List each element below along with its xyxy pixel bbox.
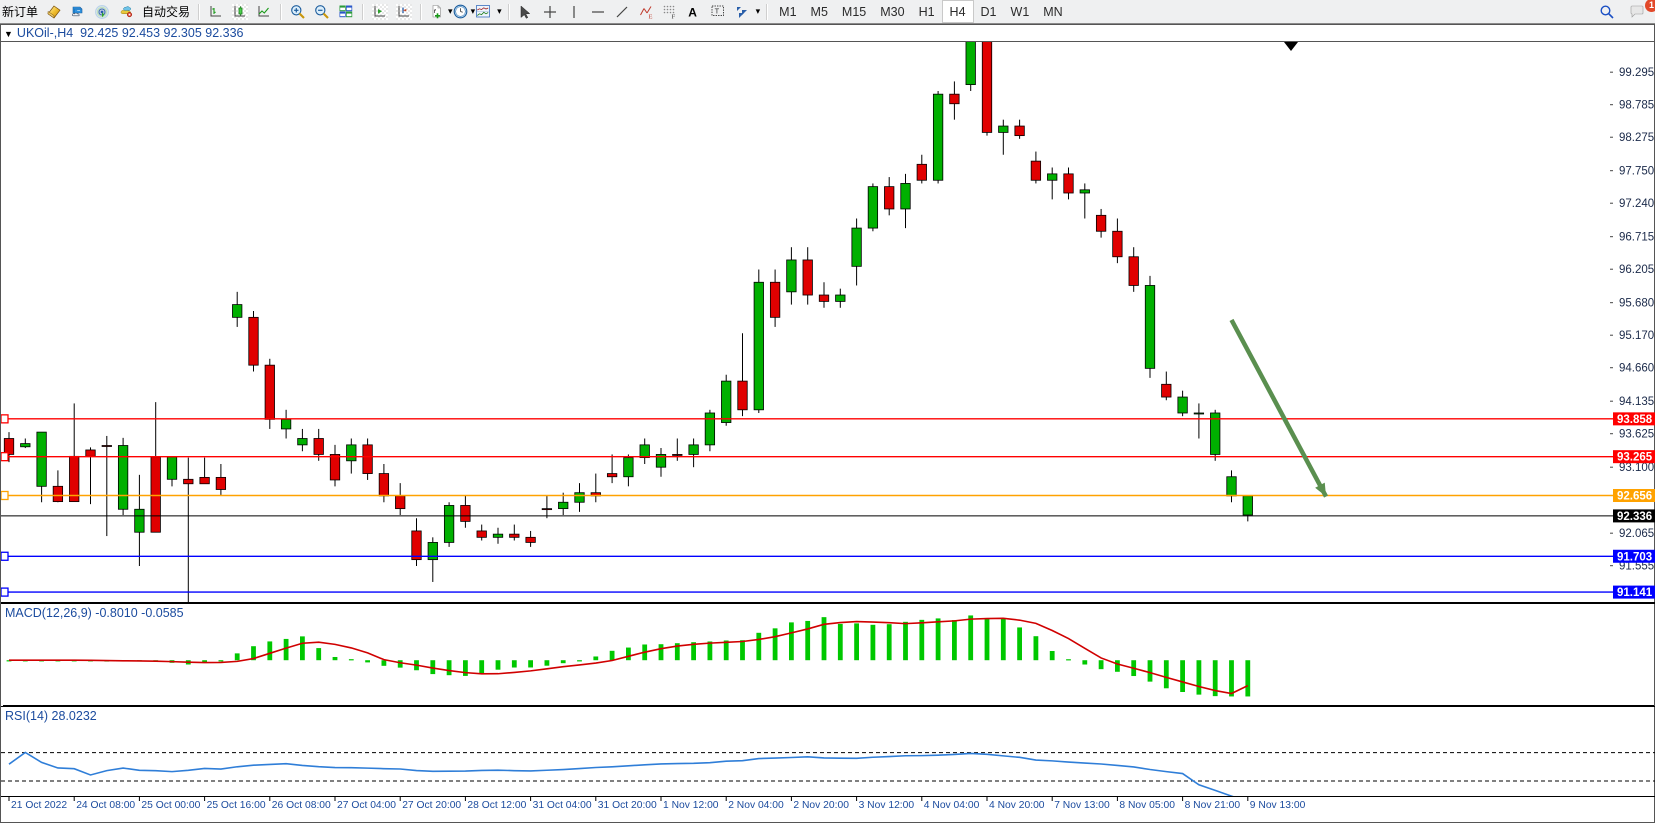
svg-text:96.715: 96.715 [1619, 232, 1654, 244]
svg-text:92.336: 92.336 [1617, 511, 1652, 523]
svg-text:28 Oct 12:00: 28 Oct 12:00 [467, 800, 526, 811]
svg-text:94.135: 94.135 [1619, 396, 1654, 408]
svg-text:3 Nov 12:00: 3 Nov 12:00 [859, 800, 915, 811]
svg-text:A: A [688, 5, 697, 19]
svg-text:27 Oct 04:00: 27 Oct 04:00 [337, 800, 396, 811]
svg-text:93.265: 93.265 [1617, 452, 1653, 464]
svg-text:91.141: 91.141 [1617, 587, 1653, 599]
svg-text:98.785: 98.785 [1619, 100, 1654, 112]
svg-text:93.858: 93.858 [1617, 414, 1653, 426]
svg-text:9 Nov 13:00: 9 Nov 13:00 [1250, 800, 1306, 811]
svg-text:31 Oct 20:00: 31 Oct 20:00 [598, 800, 657, 811]
svg-text:97.750: 97.750 [1619, 166, 1654, 178]
svg-text:97.240: 97.240 [1619, 198, 1654, 210]
svg-text:2 Nov 20:00: 2 Nov 20:00 [793, 800, 849, 811]
svg-text:93.100: 93.100 [1619, 462, 1654, 474]
svg-text:8 Nov 05:00: 8 Nov 05:00 [1119, 800, 1175, 811]
svg-text:91.703: 91.703 [1617, 551, 1652, 563]
svg-text:99.295: 99.295 [1619, 67, 1654, 79]
svg-text:1 Nov 12:00: 1 Nov 12:00 [663, 800, 719, 811]
svg-text:7 Nov 13:00: 7 Nov 13:00 [1054, 800, 1110, 811]
svg-text:95.170: 95.170 [1619, 330, 1654, 342]
svg-text:98.275: 98.275 [1619, 132, 1654, 144]
svg-text:96.205: 96.205 [1619, 264, 1654, 276]
svg-text:92.065: 92.065 [1619, 528, 1654, 540]
svg-text:95.680: 95.680 [1619, 298, 1654, 310]
svg-text:31 Oct 04:00: 31 Oct 04:00 [533, 800, 592, 811]
svg-text:92.656: 92.656 [1617, 490, 1652, 502]
svg-text:8 Nov 21:00: 8 Nov 21:00 [1185, 800, 1241, 811]
svg-text:25 Oct 16:00: 25 Oct 16:00 [207, 800, 266, 811]
svg-text:27 Oct 20:00: 27 Oct 20:00 [402, 800, 461, 811]
svg-text:24 Oct 08:00: 24 Oct 08:00 [76, 800, 135, 811]
svg-text:4 Nov 20:00: 4 Nov 20:00 [989, 800, 1045, 811]
svg-text:26 Oct 08:00: 26 Oct 08:00 [272, 800, 331, 811]
svg-text:25 Oct 00:00: 25 Oct 00:00 [141, 800, 200, 811]
svg-text:E: E [648, 13, 652, 20]
svg-text:21 Oct 2022: 21 Oct 2022 [11, 800, 67, 811]
svg-text:93.625: 93.625 [1619, 429, 1654, 441]
svg-text:T: T [714, 6, 719, 15]
svg-text:F: F [671, 13, 675, 20]
svg-text:94.660: 94.660 [1619, 363, 1654, 375]
svg-text:2 Nov 04:00: 2 Nov 04:00 [728, 800, 784, 811]
svg-text:4 Nov 04:00: 4 Nov 04:00 [924, 800, 980, 811]
